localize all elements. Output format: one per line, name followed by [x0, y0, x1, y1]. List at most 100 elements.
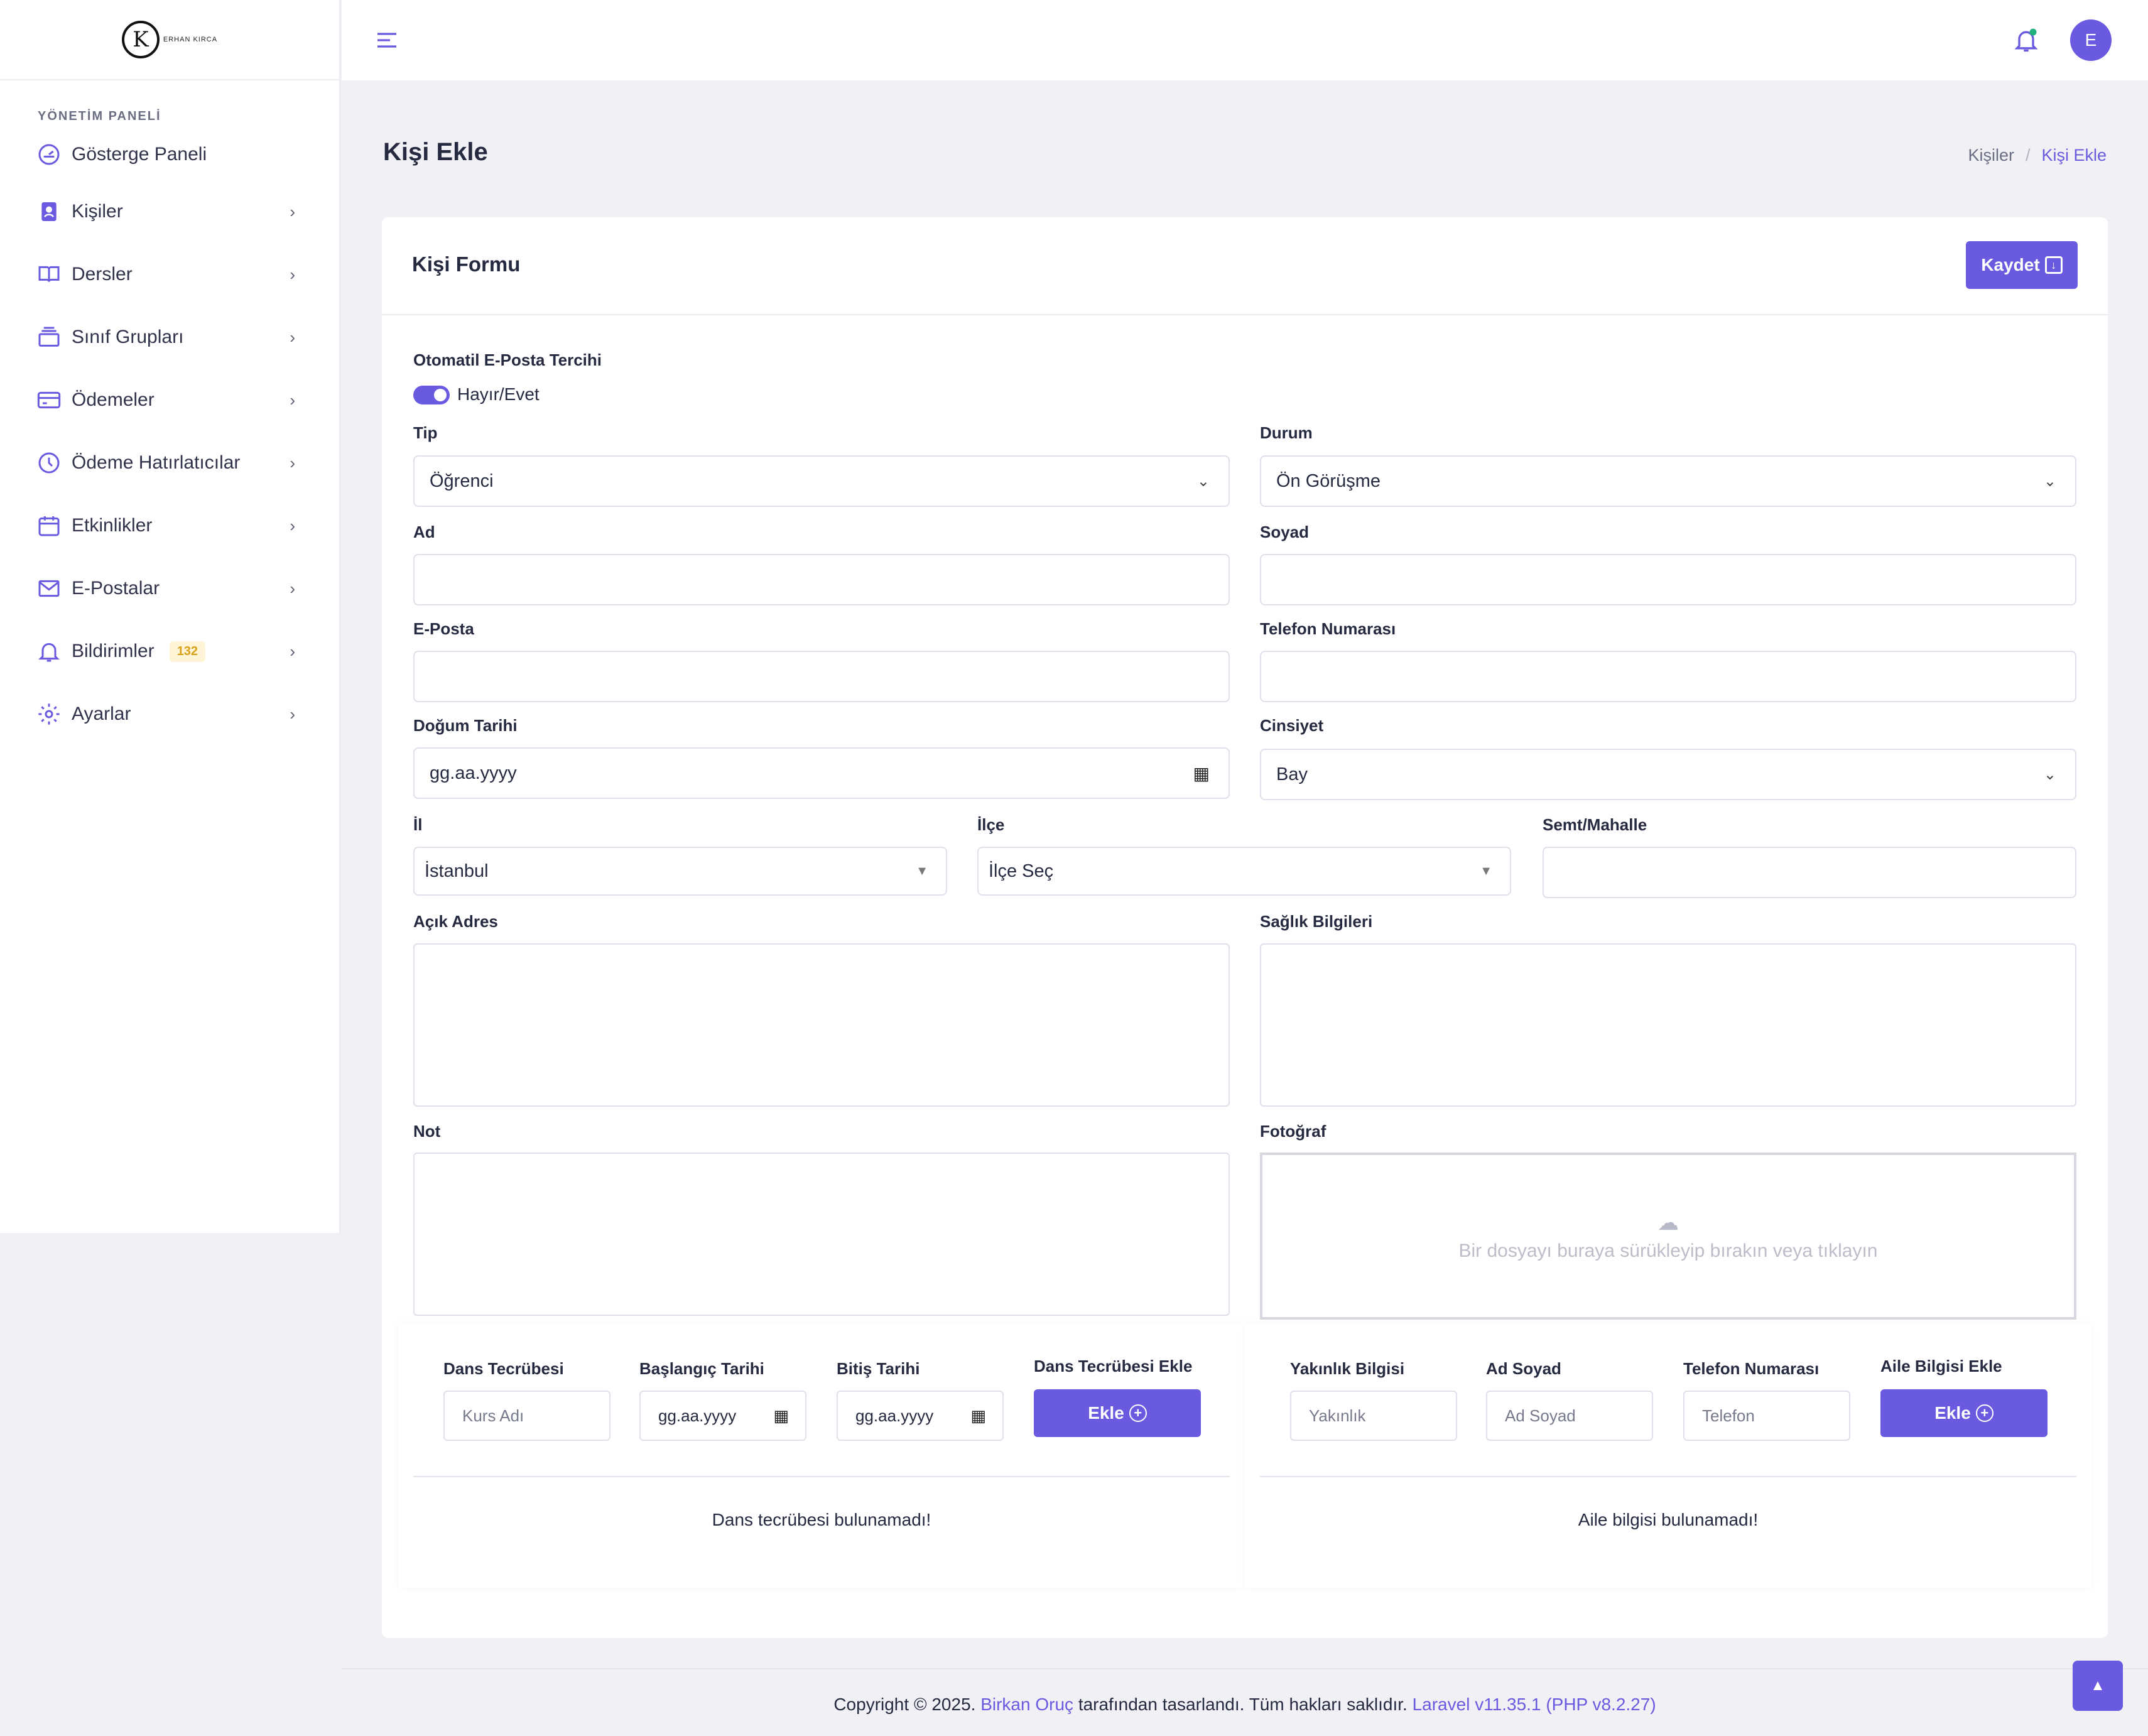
chevron-right-icon: ›	[290, 453, 295, 472]
sidebar-item-dashboard[interactable]: Gösterge Paneli	[0, 129, 339, 180]
sidebar-item-label: Ödemeler	[72, 389, 155, 410]
not-label: Not	[413, 1122, 441, 1141]
calendar-icon[interactable]: ▦	[1193, 763, 1210, 783]
sidebar-item-label: Gösterge Paneli	[72, 144, 207, 165]
sidebar-item-dersler[interactable]: Dersler ›	[0, 243, 339, 306]
notification-count-badge: 132	[169, 641, 206, 662]
calendar-icon	[36, 513, 62, 538]
book-icon	[36, 262, 62, 287]
family-name-input[interactable]: Ad Soyad	[1486, 1391, 1653, 1441]
chevron-right-icon: ›	[290, 641, 295, 661]
dance-col-end: Bitiş Tarihi	[837, 1359, 920, 1378]
chevron-right-icon: ›	[290, 516, 295, 535]
foto-label: Fotoğraf	[1260, 1122, 1326, 1141]
notification-bell-icon[interactable]	[2012, 26, 2040, 54]
dance-end-date-input[interactable]: gg.aa.yyyy ▦	[837, 1391, 1004, 1441]
dogum-date-input[interactable]: gg.aa.yyyy ▦	[413, 747, 1230, 799]
ilce-select[interactable]: İlçe Seç ▼	[977, 847, 1511, 896]
dance-col-add: Dans Tecrübesi Ekle	[1034, 1357, 1193, 1375]
sidebar-item-odemeler[interactable]: Ödemeler ›	[0, 369, 339, 431]
durum-select[interactable]: Ön Görüşme ⌄	[1260, 455, 2076, 507]
soyad-label: Soyad	[1260, 523, 1310, 541]
not-textarea[interactable]	[413, 1153, 1230, 1316]
sidebar-item-label: Ödeme Hatırlatıcılar	[72, 452, 241, 473]
logo-area[interactable]: K ERHAN KIRCA	[0, 0, 339, 80]
ilce-value: İlçe Seç	[989, 860, 1054, 881]
add-dance-label: Ekle	[1088, 1403, 1124, 1423]
family-divider	[1260, 1476, 2076, 1477]
chevron-right-icon: ›	[290, 264, 295, 284]
family-col-relation: Yakınlık Bilgisi	[1290, 1359, 1405, 1378]
breadcrumb: Kişiler / Kişi Ekle	[1968, 146, 2107, 165]
breadcrumb-link-kisiler[interactable]: Kişiler	[1968, 146, 2014, 165]
photo-dropzone[interactable]: ☁ Bir dosyayı buraya sürükleyip bırakın …	[1260, 1153, 2076, 1320]
cinsiyet-select[interactable]: Bay ⌄	[1260, 749, 2076, 800]
cinsiyet-label: Cinsiyet	[1260, 716, 1324, 735]
tip-select[interactable]: Öğrenci ⌄	[413, 455, 1230, 507]
auto-email-toggle[interactable]	[413, 386, 450, 404]
logo-mark-icon: K	[121, 21, 160, 58]
telefon-input[interactable]	[1260, 651, 2076, 702]
card-title: Kişi Formu	[412, 252, 521, 276]
dance-divider	[413, 1476, 1230, 1477]
clock-icon	[36, 450, 62, 475]
ad-input[interactable]	[413, 554, 1230, 605]
toggle-label: Hayır/Evet	[457, 384, 540, 404]
calendar-icon[interactable]: ▦	[773, 1406, 789, 1425]
footer-version-link[interactable]: Laravel v11.35.1 (PHP v8.2.27)	[1412, 1695, 1656, 1714]
sidebar-item-label: Etkinlikler	[72, 515, 153, 536]
eposta-input[interactable]	[413, 651, 1230, 702]
sidebar-item-bildirimler[interactable]: Bildirimler 132 ›	[0, 620, 339, 683]
course-name-input[interactable]: Kurs Adı	[443, 1391, 610, 1441]
soyad-input[interactable]	[1260, 554, 2076, 605]
relation-input[interactable]: Yakınlık	[1290, 1391, 1457, 1441]
footer-rights: tarafından tasarlandı. Tüm hakları saklı…	[1078, 1695, 1408, 1714]
menu-section-title: YÖNETİM PANELİ	[38, 109, 161, 123]
add-family-label: Ekle	[1934, 1403, 1971, 1423]
chevron-right-icon: ›	[290, 704, 295, 724]
adres-textarea[interactable]	[413, 943, 1230, 1107]
topbar: E	[342, 0, 2148, 80]
footer-author-link[interactable]: Birkan Oruç	[980, 1695, 1074, 1714]
caret-down-icon: ▼	[1480, 864, 1492, 878]
family-phone-input[interactable]: Telefon	[1683, 1391, 1850, 1441]
family-info-panel: Yakınlık Bilgisi Ad Soyad Telefon Numara…	[1245, 1324, 2091, 1588]
dashboard-icon	[36, 142, 62, 167]
add-family-button[interactable]: Ekle +	[1880, 1389, 2048, 1437]
add-dance-button[interactable]: Ekle +	[1034, 1389, 1201, 1437]
page-title: Kişi Ekle	[383, 138, 488, 166]
caret-up-icon: ▲	[2090, 1677, 2105, 1694]
sidebar-item-ayarlar[interactable]: Ayarlar ›	[0, 683, 339, 746]
sidebar-item-label: E-Postalar	[72, 578, 160, 599]
sidebar-item-sinif-gruplari[interactable]: Sınıf Grupları ›	[0, 306, 339, 369]
scroll-to-top-button[interactable]: ▲	[2073, 1661, 2123, 1711]
hamburger-menu-icon[interactable]	[374, 28, 399, 53]
sidebar-item-etkinlikler[interactable]: Etkinlikler ›	[0, 494, 339, 557]
calendar-icon[interactable]: ▦	[970, 1406, 986, 1425]
breadcrumb-separator: /	[2025, 146, 2031, 165]
chevron-down-icon: ⌄	[2043, 472, 2056, 490]
saglik-textarea[interactable]	[1260, 943, 2076, 1107]
auto-email-label: Otomatil E-Posta Tercihi	[413, 350, 602, 369]
semt-input[interactable]	[1543, 847, 2076, 898]
sidebar-item-odeme-hatirlaticilar[interactable]: Ödeme Hatırlatıcılar ›	[0, 431, 339, 494]
sidebar-item-kisiler[interactable]: Kişiler ›	[0, 180, 339, 243]
sidebar-item-label: Kişiler	[72, 201, 123, 222]
plus-circle-icon: +	[1975, 1404, 1993, 1422]
save-button[interactable]: Kaydet ↓	[1966, 241, 2078, 289]
durum-value: Ön Görüşme	[1276, 470, 1380, 491]
eposta-label: E-Posta	[413, 619, 474, 638]
layers-icon	[36, 325, 62, 350]
logo[interactable]: K ERHAN KIRCA	[121, 21, 217, 58]
chevron-right-icon: ›	[290, 202, 295, 221]
end-date-value: gg.aa.yyyy	[855, 1406, 934, 1425]
user-avatar[interactable]: E	[2070, 19, 2112, 61]
sidebar-item-e-postalar[interactable]: E-Postalar ›	[0, 557, 339, 620]
dance-experience-panel: Dans Tecrübesi Başlangıç Tarihi Bitiş Ta…	[398, 1324, 1245, 1588]
gear-icon	[36, 702, 62, 727]
il-select[interactable]: İstanbul ▼	[413, 847, 947, 896]
sidebar-menu: Gösterge Paneli Kişiler › Dersler › Sını…	[0, 129, 339, 746]
dance-start-date-input[interactable]: gg.aa.yyyy ▦	[639, 1391, 806, 1441]
sidebar: K ERHAN KIRCA YÖNETİM PANELİ Gösterge Pa…	[0, 0, 340, 1233]
cloud-upload-icon: ☁	[1657, 1211, 1679, 1235]
